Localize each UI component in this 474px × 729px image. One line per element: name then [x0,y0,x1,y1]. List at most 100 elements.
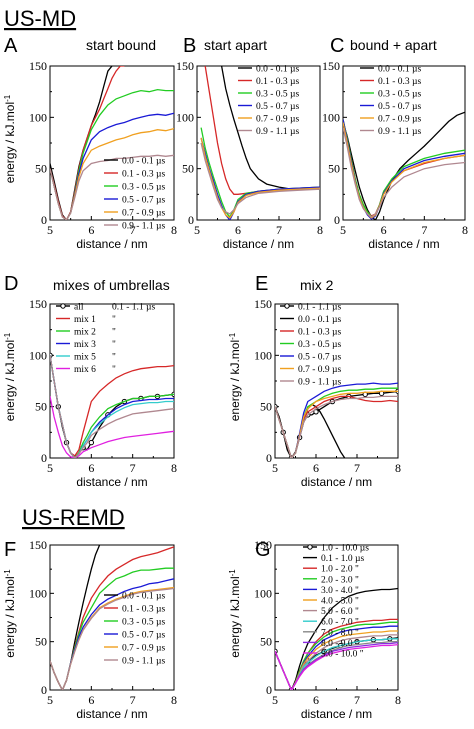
series-line [50,355,174,458]
legend-label-range: " [112,353,116,363]
panel-letter: G [255,539,271,561]
legend-label: 5.0 - 6.0 " [321,607,359,617]
y-tick-label: 150 [254,297,272,311]
legend-label: 6.0 - 7.0 " [321,618,359,628]
legend-label: 0.1 - 0.3 µs [298,328,342,338]
legend: 0.1 - 1.1 µs 0.0 - 0.1 µs 0.1 - 0.3 µs 0.3 … [280,303,342,388]
legend-label: 0.0 - 0.1 µs [298,315,342,325]
x-tick-label: 8 [462,223,468,237]
x-tick-label: 8 [171,461,177,475]
legend-label-range: " [112,328,116,338]
panel-letter: B [183,35,196,57]
y-tick-label: 50 [260,635,272,649]
y-tick-label: 150 [29,538,47,552]
panel-title: mix 2 [300,277,334,293]
x-tick-label: 7 [421,223,427,237]
x-tick-label: 6 [381,223,387,237]
series-marker [88,439,95,446]
legend-label: 0.3 - 0.5 µs [122,183,166,193]
y-axis-label: energy / kJ.mol-1 [3,332,17,421]
series-group [50,66,174,220]
x-axis-label: distance / nm [368,237,439,251]
legend-marker [60,303,66,309]
panel-letter: C [330,35,344,57]
legend-label: 0.1 - 1.0 µs [321,554,365,564]
y-tick-label: 100 [254,348,272,362]
x-tick-label: 6 [88,223,94,237]
legend-label: 0.9 - 1.1 µs [122,657,166,667]
legend-label: 8.0 - 9.0 " [321,639,359,649]
legend-label: 0.1 - 1.1 µs [298,303,342,313]
legend-label: all [74,303,84,313]
legend-label: 0.9 - 1.1 µs [298,378,342,388]
legend-label: 0.5 - 0.7 µs [122,631,166,641]
y-tick-label: 50 [328,162,340,176]
y-tick-label: 0 [188,213,194,227]
panel-g: G 5 6 7 8 0 50 100 150 distance / nm energy / kJ.m… [228,538,401,721]
series-line [200,142,320,215]
legend-label: 0.0 - 0.1 µs [122,157,166,167]
y-tick-label: 100 [29,110,47,124]
legend-label: 0.7 - 0.9 µs [256,115,300,125]
x-tick-label: 7 [354,693,360,707]
y-tick-label: 100 [254,586,272,600]
legend-label: 0.1 - 0.3 µs [122,605,166,615]
x-tick-label: 6 [235,223,241,237]
y-tick-label: 150 [29,59,47,73]
y-axis-label: energy / kJ.mol-1 [3,569,17,658]
series-line [50,154,174,220]
y-tick-label: 0 [334,213,340,227]
legend-label: 0.3 - 0.5 µs [378,90,422,100]
series-group [275,382,398,458]
x-axis-label: distance / nm [301,707,372,721]
x-axis-label: distance / nm [76,475,147,489]
panel-letter: F [4,539,16,561]
series-line [50,396,174,458]
series-line [275,587,398,690]
legend-marker [307,544,313,550]
legend: 0.0 - 0.1 µs 0.1 - 0.3 µs 0.3 - 0.5 µs 0.5 … [238,65,300,137]
x-tick-label: 8 [395,693,401,707]
legend-label: 0.5 - 0.7 µs [298,353,342,363]
y-axis-label: energy / kJ.mol-1 [228,569,242,658]
y-axis-label-sup: -1 [3,94,12,102]
x-tick-label: 5 [47,223,53,237]
x-tick-label: 5 [194,223,200,237]
y-tick-label: 50 [260,400,272,414]
y-tick-label: 150 [29,297,47,311]
legend-label-range: " [112,365,116,375]
x-tick-label: 5 [272,693,278,707]
legend-label: 0.0 - 0.1 µs [378,65,422,75]
series-group [50,545,174,690]
legend-label: 0.5 - 0.7 µs [122,196,166,206]
series-line [275,395,398,458]
header-us-md: US-MD [4,6,76,31]
legend-label: 0.7 - 0.9 µs [298,365,342,375]
legend: 0.0 - 0.1 µs 0.1 - 0.3 µs 0.3 - 0.5 µs 0.5 … [104,592,166,667]
legend-label: 0.7 - 0.9 µs [122,209,166,219]
legend-label: 0.1 - 0.3 µs [256,77,300,87]
legend-label-range: " [112,340,116,350]
y-tick-label: 150 [322,59,340,73]
y-tick-label: 50 [182,162,194,176]
legend-marker [284,303,290,309]
legend-label: 0.3 - 0.5 µs [256,90,300,100]
x-axis-label: distance / nm [301,475,372,489]
y-axis-label-sup: -1 [3,332,12,340]
y-tick-label: 100 [29,586,47,600]
panel-title: start bound [86,37,156,53]
panel-title: bound + apart [350,37,437,53]
y-axis-label-main: energy / kJ.mol [3,576,17,657]
series-line [343,127,465,218]
series-line [50,127,174,220]
y-axis-label: energy / kJ.mol-1 [228,332,242,421]
legend-label: 0.5 - 0.7 µs [256,102,300,112]
y-axis-label-main: energy / kJ.mol [228,340,242,421]
series-marker [313,409,319,415]
y-tick-label: 100 [176,110,194,124]
y-tick-label: 50 [35,162,47,176]
x-tick-label: 8 [317,223,323,237]
panel-title: mixes of umbrellas [53,277,170,293]
